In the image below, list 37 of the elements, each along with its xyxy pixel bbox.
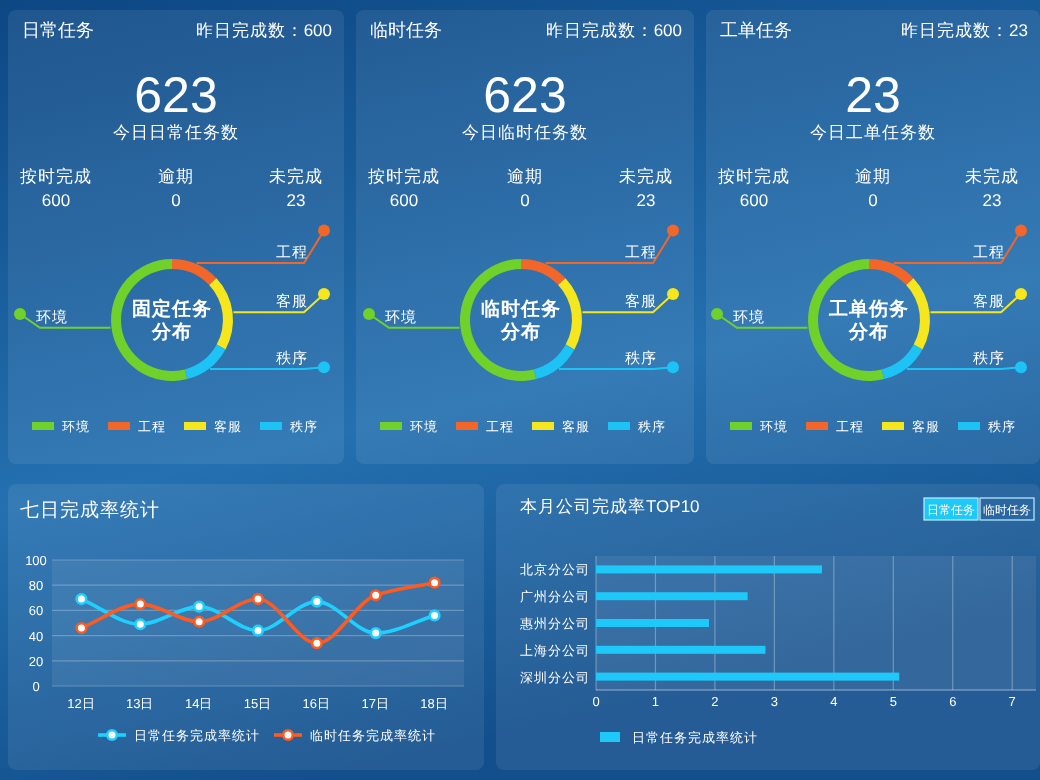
text: 昨日完成数：600: [545, 20, 683, 40]
text: 未完成: [269, 166, 323, 186]
text: 工单任务: [720, 20, 792, 40]
text: 未完成: [619, 166, 673, 186]
text: 逾期: [158, 166, 194, 186]
text: 623: [134, 68, 218, 124]
chart-title: 七日完成率统计: [20, 498, 160, 522]
text: 23: [286, 190, 306, 210]
text: 今日临时任务数: [462, 122, 588, 142]
text: 600: [389, 190, 419, 210]
text: 今日工单任务数: [810, 122, 936, 142]
text: 未完成: [965, 166, 1019, 186]
text: 日常任务: [22, 20, 94, 40]
text: 逾期: [507, 166, 543, 186]
text: 23: [845, 68, 901, 124]
text: 600: [41, 190, 71, 210]
text: 按时完成: [20, 166, 92, 186]
text: 分布: [150, 319, 192, 344]
text: 昨日完成数：600: [195, 20, 333, 40]
text: 600: [739, 190, 769, 210]
chart-title: 本月公司完成率TOP10: [520, 496, 701, 516]
text: 临时任务: [370, 20, 442, 40]
text: 23: [982, 190, 1002, 210]
text: 工单伤务: [827, 296, 909, 321]
text: 临时任务: [481, 296, 561, 321]
text: 分布: [499, 319, 541, 344]
text: 昨日完成数：23: [901, 20, 1029, 40]
text: 623: [483, 68, 567, 124]
text: 今日日常任务数: [113, 122, 239, 142]
text: 按时完成: [718, 166, 790, 186]
text: 逾期: [855, 166, 891, 186]
text: 固定任务: [132, 296, 212, 321]
text: 按时完成: [368, 166, 440, 186]
text: 23: [636, 190, 656, 210]
text: 0: [868, 190, 879, 210]
text: 0: [171, 190, 182, 210]
text: 分布: [847, 319, 889, 344]
